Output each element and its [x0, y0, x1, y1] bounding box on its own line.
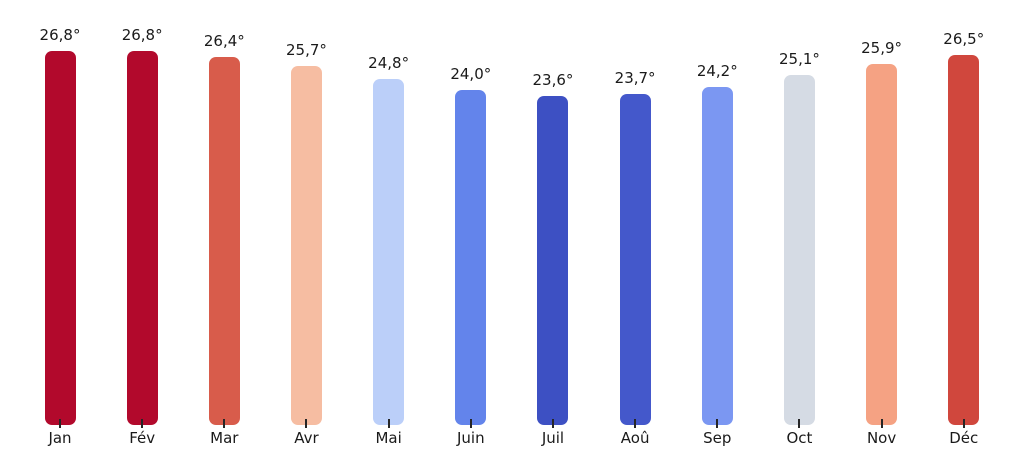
bar-value-label: 23,7° — [614, 69, 656, 87]
bar-value-label: 25,9° — [861, 39, 903, 57]
bar — [126, 51, 158, 425]
bar-value-label: 23,6° — [532, 71, 574, 89]
bar-value-label: 26,8° — [121, 26, 163, 44]
bar-value-label: 25,1° — [778, 50, 820, 68]
x-axis-tick — [634, 419, 637, 428]
bar-value-label: 25,7° — [286, 41, 327, 59]
bar — [783, 75, 815, 425]
x-axis-tick — [305, 419, 308, 428]
x-axis-tick — [716, 419, 719, 428]
x-axis-label: Nov — [866, 429, 897, 447]
x-axis-label: Oct — [786, 429, 813, 447]
x-axis-label: Sep — [703, 429, 732, 447]
x-axis-label: Mai — [375, 429, 402, 447]
x-axis-tick — [469, 419, 472, 428]
x-axis-label: Mar — [210, 429, 239, 447]
bar-value-label: 26,4° — [203, 32, 245, 50]
x-axis-tick — [880, 419, 883, 428]
x-axis-tick — [962, 419, 965, 428]
bar — [701, 87, 733, 425]
x-axis-label: Juil — [541, 429, 565, 447]
bar — [537, 96, 569, 425]
x-axis-tick — [798, 419, 801, 428]
bar-value-label: 26,8° — [39, 26, 81, 44]
x-axis-tick — [387, 419, 390, 428]
bar — [44, 51, 76, 425]
bar — [373, 79, 405, 425]
x-axis-tick — [59, 419, 61, 428]
bar — [619, 94, 651, 425]
x-axis-label: Fév — [129, 429, 156, 447]
x-axis-label: Déc — [949, 429, 979, 447]
x-axis-label: Aoû — [620, 429, 650, 447]
x-axis-label: Avr — [294, 429, 319, 447]
bar — [290, 66, 322, 425]
bar — [208, 57, 240, 425]
bar-value-label: 24,8° — [368, 54, 410, 72]
x-axis-label: Jan — [48, 429, 72, 447]
x-axis-tick — [141, 419, 144, 428]
bar — [948, 55, 980, 425]
bar — [866, 64, 898, 425]
bar-value-label: 26,5° — [943, 30, 985, 48]
x-axis-label: Juin — [456, 429, 485, 447]
bar-value-label: 24,2° — [696, 62, 738, 80]
x-axis-tick — [223, 419, 226, 428]
bar-value-label: 24,0° — [450, 65, 492, 83]
x-axis-tick — [551, 419, 554, 428]
bar — [455, 90, 487, 425]
